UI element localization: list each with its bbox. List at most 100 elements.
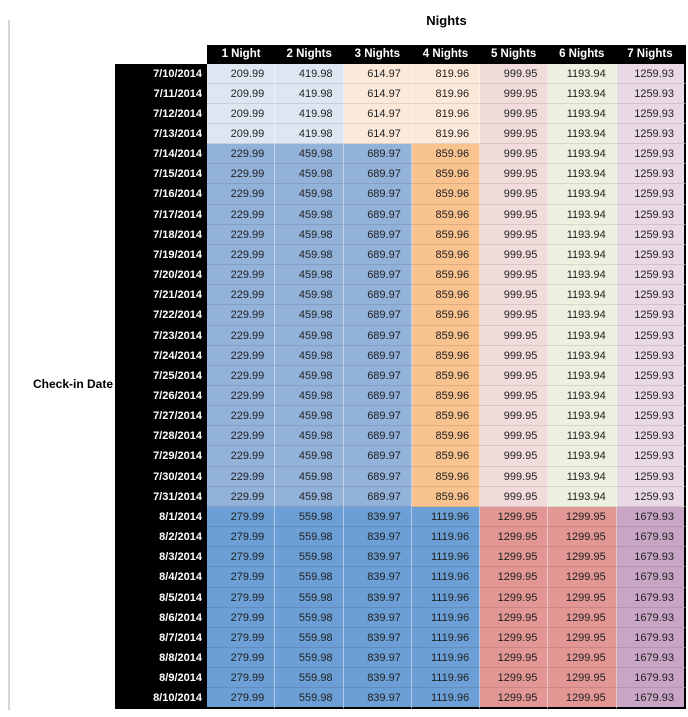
price-cell: 839.97 — [343, 567, 412, 588]
price-cell: 859.96 — [411, 204, 481, 225]
price-cell: 229.99 — [207, 305, 276, 326]
price-cell: 819.96 — [411, 63, 481, 84]
column-header-row: 1 Night 2 Nights 3 Nights 4 Nights 5 Nights 6… — [115, 45, 686, 64]
table-row: 7/14/2014 229.99 459.98 689.97 859.96 999.95 1… — [115, 144, 686, 165]
price-cell: 1119.96 — [411, 587, 481, 608]
price-cell: 1119.96 — [411, 648, 481, 669]
column-header: 4 Nights — [411, 45, 480, 64]
price-cell: 999.95 — [480, 164, 549, 185]
table-row: 7/22/2014 229.99 459.98 689.97 859.96 999.95 1… — [115, 305, 686, 326]
price-cell: 229.99 — [207, 365, 276, 386]
price-cell: 1259.93 — [616, 305, 686, 326]
price-cell: 689.97 — [343, 204, 412, 225]
price-cell: 459.98 — [275, 285, 344, 306]
price-cell: 819.96 — [411, 123, 481, 145]
price-cell: 859.96 — [411, 466, 481, 487]
price-cell: 419.98 — [275, 123, 344, 145]
price-cell: 229.99 — [207, 325, 276, 346]
table-row: 7/23/2014 229.99 459.98 689.97 859.96 999.95 1… — [115, 325, 686, 346]
table-row: 7/18/2014 229.99 459.98 689.97 859.96 999.95 1… — [115, 224, 686, 245]
price-cell: 1679.93 — [616, 567, 686, 588]
price-cell: 999.95 — [480, 466, 549, 487]
price-cell: 229.99 — [207, 244, 276, 266]
price-cell: 559.98 — [275, 547, 344, 568]
row-header-date: 7/13/2014 — [115, 123, 207, 145]
row-header-date: 7/26/2014 — [115, 386, 207, 407]
price-cell: 559.98 — [275, 587, 344, 608]
table-row: 7/17/2014 229.99 459.98 689.97 859.96 999.95 1… — [115, 204, 686, 225]
price-cell: 689.97 — [343, 285, 412, 306]
price-cell: 999.95 — [480, 345, 549, 366]
price-cell: 839.97 — [343, 506, 412, 528]
row-header-date: 7/31/2014 — [115, 486, 207, 507]
table-row: 8/1/2014 279.99 559.98 839.97 1119.96 1299.95… — [115, 506, 686, 528]
row-header-date: 7/24/2014 — [115, 345, 207, 366]
pricing-table: 1 Night 2 Nights 3 Nights 4 Nights 5 Nights 6… — [115, 45, 686, 709]
price-cell: 279.99 — [207, 688, 276, 709]
row-header-date: 7/12/2014 — [115, 103, 207, 124]
price-cell: 689.97 — [343, 446, 412, 467]
price-cell: 1259.93 — [616, 466, 686, 487]
price-cell: 1119.96 — [411, 688, 481, 709]
price-cell: 1193.94 — [548, 365, 617, 386]
price-cell: 1299.95 — [548, 627, 617, 649]
table-row: 7/13/2014 209.99 419.98 614.97 819.96 999.95 1… — [115, 123, 686, 145]
price-cell: 839.97 — [343, 648, 412, 669]
price-cell: 859.96 — [411, 184, 481, 205]
price-cell: 1193.94 — [548, 123, 617, 145]
price-cell: 1259.93 — [616, 103, 686, 124]
price-cell: 839.97 — [343, 627, 412, 649]
price-cell: 999.95 — [480, 224, 549, 245]
price-cell: 1299.95 — [480, 587, 549, 608]
price-cell: 1679.93 — [616, 587, 686, 608]
column-header: 1 Night — [207, 45, 276, 64]
price-cell: 839.97 — [343, 527, 412, 548]
price-cell: 459.98 — [275, 144, 344, 165]
price-cell: 689.97 — [343, 265, 412, 286]
table-row: 8/5/2014 279.99 559.98 839.97 1119.96 1299.95… — [115, 587, 686, 608]
row-header-date: 8/5/2014 — [115, 587, 207, 608]
price-cell: 279.99 — [207, 648, 276, 669]
price-cell: 1259.93 — [616, 365, 686, 386]
price-cell: 1259.93 — [616, 244, 686, 266]
price-cell: 689.97 — [343, 426, 412, 447]
price-cell: 1193.94 — [548, 325, 617, 346]
price-cell: 229.99 — [207, 164, 276, 185]
price-cell: 419.98 — [275, 103, 344, 124]
price-cell: 1259.93 — [616, 144, 686, 165]
price-cell: 459.98 — [275, 204, 344, 225]
price-cell: 859.96 — [411, 224, 481, 245]
price-cell: 559.98 — [275, 668, 344, 689]
price-cell: 859.96 — [411, 305, 481, 326]
row-header-date: 8/6/2014 — [115, 607, 207, 628]
worksheet-edge-line — [8, 20, 10, 710]
table-row: 7/19/2014 229.99 459.98 689.97 859.96 999.95 1… — [115, 244, 686, 266]
table-row: 7/29/2014 229.99 459.98 689.97 859.96 999.95 1… — [115, 446, 686, 467]
price-cell: 1193.94 — [548, 103, 617, 124]
price-cell: 1119.96 — [411, 567, 481, 588]
price-cell: 459.98 — [275, 486, 344, 507]
price-cell: 459.98 — [275, 386, 344, 407]
price-cell: 419.98 — [275, 63, 344, 84]
price-cell: 999.95 — [480, 63, 549, 84]
price-cell: 229.99 — [207, 204, 276, 225]
price-cell: 209.99 — [207, 63, 276, 84]
price-cell: 559.98 — [275, 527, 344, 548]
table-row: 8/3/2014 279.99 559.98 839.97 1119.96 1299.95… — [115, 547, 686, 568]
price-cell: 689.97 — [343, 144, 412, 165]
price-cell: 459.98 — [275, 466, 344, 487]
row-header-date: 8/1/2014 — [115, 506, 207, 528]
price-cell: 209.99 — [207, 123, 276, 145]
price-cell: 1299.95 — [480, 627, 549, 649]
price-cell: 229.99 — [207, 466, 276, 487]
price-cell: 1259.93 — [616, 325, 686, 346]
table-row: 8/6/2014 279.99 559.98 839.97 1119.96 1299.95… — [115, 607, 686, 628]
row-header-date: 7/16/2014 — [115, 184, 207, 205]
price-cell: 999.95 — [480, 325, 549, 346]
price-cell: 1679.93 — [616, 547, 686, 568]
price-cell: 1119.96 — [411, 527, 481, 548]
price-cell: 459.98 — [275, 224, 344, 245]
table-row: 8/9/2014 279.99 559.98 839.97 1119.96 1299.95… — [115, 668, 686, 689]
price-cell: 459.98 — [275, 305, 344, 326]
price-cell: 229.99 — [207, 144, 276, 165]
